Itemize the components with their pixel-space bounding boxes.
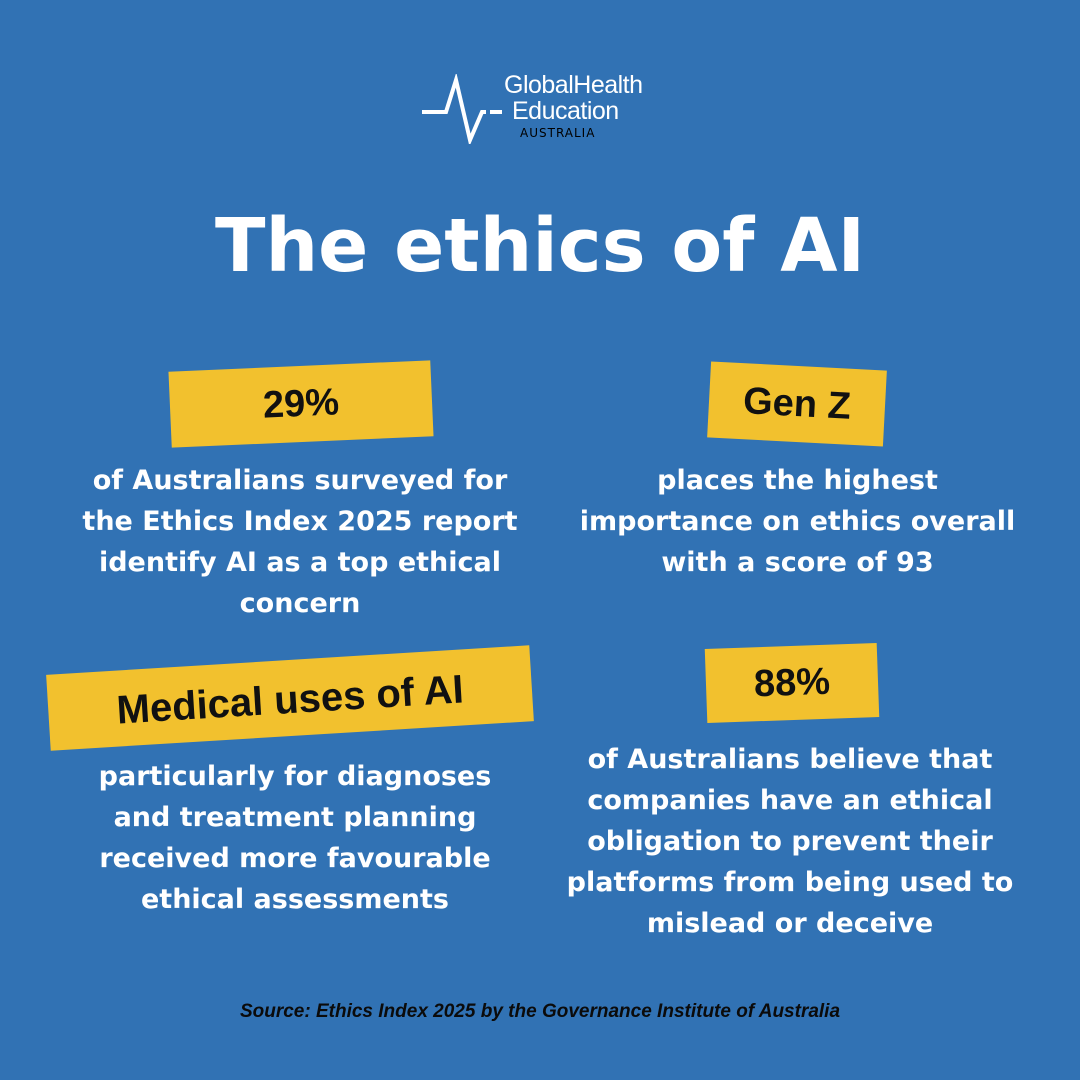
logo-wordmark: GlobalHealth Education: [504, 72, 643, 124]
stat-description: of Australians surveyed for the Ethics I…: [82, 465, 518, 619]
logo-line-2: Education: [512, 97, 619, 125]
brand-logo: GlobalHealth Education AUSTRALIA: [420, 72, 670, 144]
stat-tag-gen-z: Gen Z: [707, 361, 887, 447]
logo-line-1: GlobalHealth: [504, 71, 643, 99]
stat-tag-29-percent: 29%: [168, 360, 434, 448]
stat-tag-label: 88%: [753, 660, 831, 706]
logo-line-3: AUSTRALIA: [520, 126, 596, 140]
stat-tag-88-percent: 88%: [704, 643, 880, 723]
stat-description: places the highest importance on ethics …: [579, 465, 1016, 578]
stat-tag-label: 29%: [262, 381, 340, 427]
stat-description: of Australians believe that companies ha…: [566, 744, 1014, 939]
source-citation: Source: Ethics Index 2025 by the Governa…: [239, 1001, 841, 1022]
page-title: The ethics of AI: [215, 203, 865, 289]
stat-tag-label: Medical uses of AI: [115, 667, 465, 733]
stat-description: particularly for diagnoses and treatment…: [98, 761, 492, 915]
stat-tag-medical-uses: Medical uses of AI: [46, 645, 534, 751]
heartbeat-pulse-icon: [422, 74, 502, 144]
stat-tag-label: Gen Z: [742, 380, 852, 428]
